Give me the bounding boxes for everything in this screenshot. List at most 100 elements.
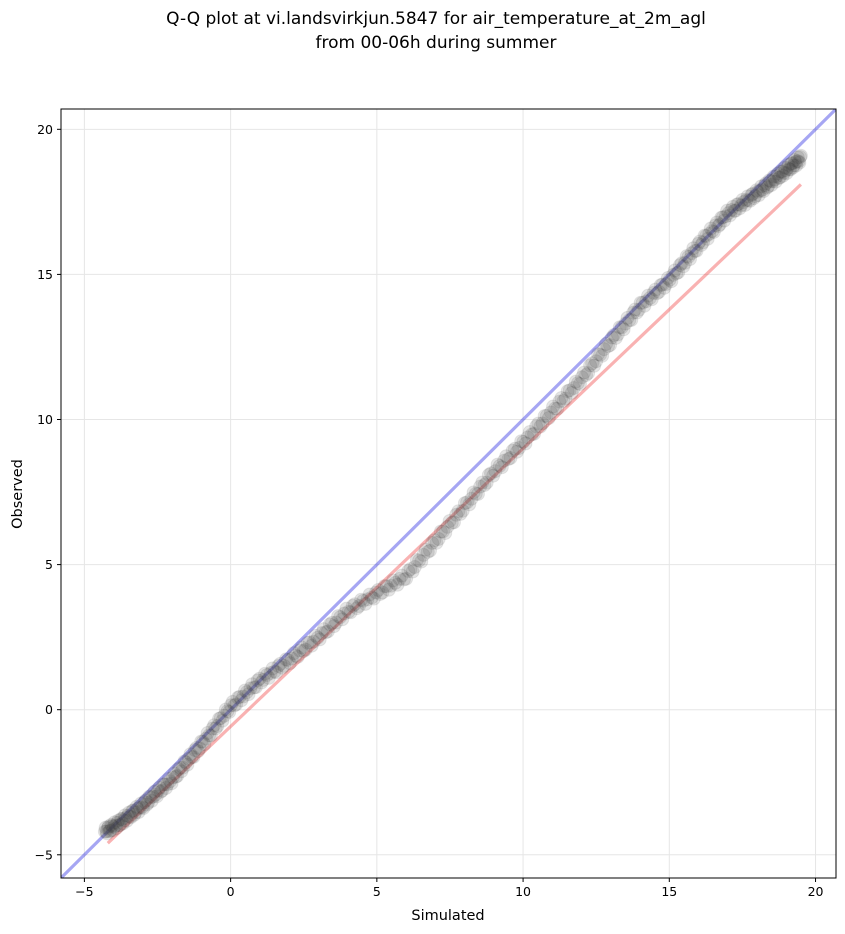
data-point	[648, 282, 663, 297]
data-point	[772, 170, 787, 185]
data-point	[364, 590, 379, 605]
data-point	[723, 208, 738, 223]
data-point	[462, 497, 477, 512]
data-point	[574, 370, 589, 385]
data-point	[768, 174, 783, 189]
data-point	[331, 609, 346, 624]
data-point	[699, 229, 714, 244]
data-point	[626, 305, 641, 320]
data-point	[234, 693, 249, 708]
data-point	[745, 186, 760, 201]
data-point	[212, 711, 227, 726]
data-point	[687, 243, 702, 258]
data-point	[769, 169, 784, 184]
data-point	[674, 256, 689, 271]
data-point	[278, 652, 293, 667]
data-point	[269, 665, 284, 680]
data-point	[572, 377, 587, 392]
data-point	[121, 805, 136, 820]
data-point	[717, 213, 732, 228]
data-point	[184, 750, 199, 765]
data-point	[390, 577, 405, 592]
data-point	[263, 665, 278, 680]
data-point	[440, 519, 455, 534]
data-point	[141, 795, 156, 810]
data-point	[345, 598, 360, 613]
data-point	[703, 221, 718, 236]
data-point	[284, 651, 299, 666]
data-point	[142, 789, 157, 804]
data-point	[492, 458, 507, 473]
data-point	[97, 824, 112, 839]
data-point	[238, 683, 253, 698]
data-point	[622, 313, 637, 328]
data-point	[124, 810, 139, 825]
data-point	[731, 197, 746, 212]
data-point	[672, 258, 687, 273]
plot-area-frame	[60, 108, 837, 879]
data-point	[208, 721, 223, 736]
data-point	[383, 578, 398, 593]
data-point	[779, 166, 794, 181]
data-point	[666, 267, 681, 282]
data-point	[700, 231, 715, 246]
data-point	[793, 149, 808, 164]
data-point	[304, 638, 319, 653]
data-point	[333, 610, 348, 625]
data-point	[725, 199, 740, 214]
data-point	[296, 644, 311, 659]
data-point	[762, 173, 777, 188]
data-point	[356, 593, 371, 608]
x-axis-label: Simulated	[411, 908, 484, 924]
data-point	[250, 673, 265, 688]
data-point	[200, 726, 215, 741]
data-point	[180, 757, 195, 772]
data-point	[689, 243, 704, 258]
data-point	[520, 430, 535, 445]
data-point	[366, 591, 381, 606]
data-point	[399, 571, 414, 586]
data-point	[667, 263, 682, 278]
data-point	[785, 160, 800, 175]
data-point	[388, 575, 403, 590]
data-point	[728, 203, 743, 218]
data-point	[144, 793, 159, 808]
data-point	[230, 690, 245, 705]
data-point	[606, 328, 621, 343]
data-point	[791, 154, 806, 169]
data-point	[718, 209, 733, 224]
data-point	[125, 804, 140, 819]
data-point	[152, 780, 167, 795]
data-point	[692, 234, 707, 249]
data-point	[546, 399, 561, 414]
data-point	[136, 801, 151, 816]
data-point	[616, 322, 631, 337]
data-point	[139, 797, 154, 812]
data-point	[403, 562, 418, 577]
data-point	[306, 634, 321, 649]
data-point	[507, 441, 522, 456]
data-point	[529, 419, 544, 434]
data-point	[694, 237, 709, 252]
data-point	[322, 617, 337, 632]
data-point	[711, 219, 726, 234]
data-point	[533, 419, 548, 434]
data-point	[531, 416, 546, 431]
data-point	[157, 777, 172, 792]
x-tick-label: 5	[373, 884, 381, 899]
data-point	[552, 394, 567, 409]
data-point	[191, 744, 206, 759]
data-point	[793, 148, 808, 163]
data-point	[379, 579, 394, 594]
data-point	[116, 813, 131, 828]
data-point	[720, 203, 735, 218]
data-point	[114, 812, 129, 827]
data-point	[751, 188, 766, 203]
data-point	[678, 255, 693, 270]
data-point	[570, 376, 585, 391]
data-point	[174, 764, 189, 779]
data-point	[736, 195, 751, 210]
data-point	[401, 563, 416, 578]
data-point	[518, 436, 533, 451]
data-point	[771, 170, 786, 185]
